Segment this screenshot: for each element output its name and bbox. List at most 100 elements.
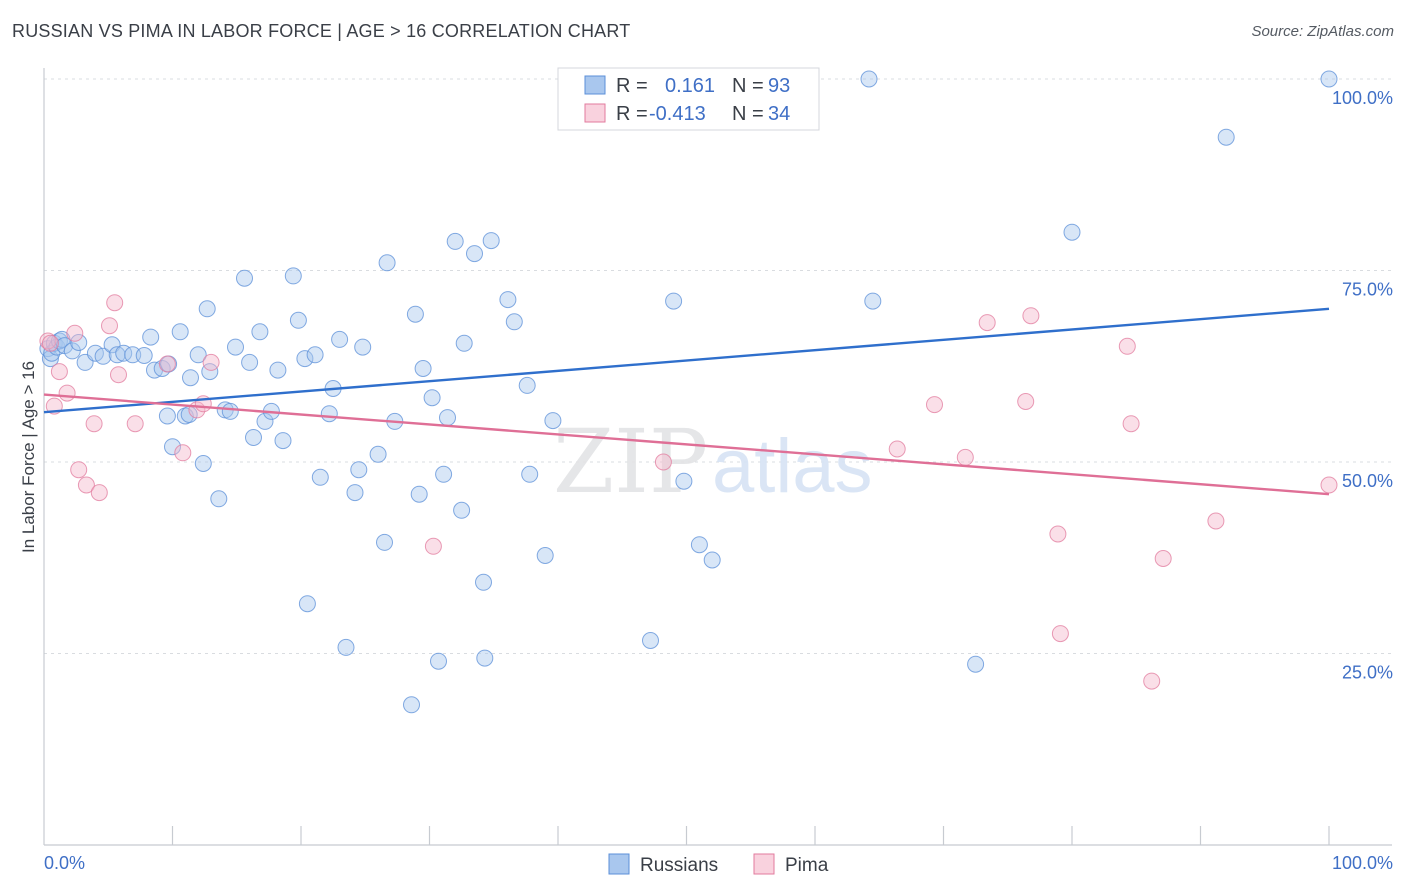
- trend-line-russians: [43, 307, 1330, 414]
- russians-data-point: [158, 407, 176, 425]
- watermark-zip: ZIP: [553, 410, 708, 513]
- pima-data-point: [978, 314, 996, 332]
- x-tick-label-min: 0.0%: [44, 853, 85, 873]
- russians-data-point: [289, 311, 307, 329]
- x-tick-label-max: 100.0%: [1332, 853, 1393, 873]
- russians-data-point: [403, 696, 420, 714]
- pima-data-point: [1320, 476, 1338, 494]
- russians-data-point: [350, 461, 368, 479]
- pima-data-point: [101, 317, 118, 335]
- russians-data-point: [194, 455, 212, 472]
- russians-data-point: [135, 347, 153, 364]
- pima-data-point: [66, 324, 84, 342]
- series-russians-points: [39, 70, 1338, 714]
- pima-data-point: [1143, 672, 1161, 690]
- legend-r-value-russians: 0.161: [665, 75, 715, 97]
- russians-data-point: [70, 334, 88, 351]
- russians-data-point: [430, 652, 447, 670]
- russians-data-point: [198, 300, 216, 318]
- y-tick-label: 75.0%: [1342, 280, 1393, 300]
- pima-data-point: [90, 484, 108, 502]
- series-pima-points: [39, 294, 1338, 690]
- pima-data-point: [174, 444, 192, 462]
- russians-data-point: [410, 485, 428, 503]
- russians-data-point: [171, 323, 189, 341]
- trend-line-pima: [43, 393, 1330, 496]
- russians-data-point: [406, 305, 424, 323]
- y-tick-labels: 100.0% 75.0% 50.0% 25.0%: [1332, 88, 1393, 683]
- pima-data-point: [158, 355, 176, 373]
- russians-data-point: [164, 438, 181, 456]
- legend-r-label-pima: R =: [616, 103, 648, 125]
- russians-data-point: [453, 501, 471, 519]
- bottom-legend-label-russians: Russians: [640, 855, 718, 876]
- russians-data-point: [337, 638, 355, 656]
- russians-data-point: [1063, 223, 1081, 241]
- russians-data-point: [311, 468, 329, 486]
- russians-data-point: [201, 363, 219, 381]
- russians-data-point: [227, 338, 244, 356]
- russians-data-point: [414, 360, 432, 377]
- pima-data-point: [1049, 525, 1067, 543]
- russians-data-point: [1217, 128, 1235, 146]
- pima-data-point: [654, 453, 672, 471]
- y-tick-label: 25.0%: [1342, 663, 1393, 683]
- watermark: ZIP atlas: [553, 410, 873, 513]
- bottom-legend-swatch-pima: [753, 853, 775, 875]
- russians-data-point: [446, 232, 464, 250]
- russians-data-point: [703, 551, 721, 569]
- russians-data-point: [269, 361, 287, 379]
- russians-data-point: [544, 412, 562, 430]
- pima-data-point: [1118, 337, 1136, 355]
- russians-data-point: [331, 330, 349, 348]
- legend-r-label-russians: R =: [616, 75, 648, 97]
- russians-data-point: [439, 409, 456, 427]
- pima-data-point: [85, 415, 103, 433]
- russians-data-point: [103, 336, 121, 354]
- russians-data-point: [298, 595, 316, 613]
- pima-data-point: [1051, 625, 1069, 643]
- russians-data-point: [354, 338, 372, 356]
- pima-data-point: [106, 294, 124, 312]
- russians-data-point: [455, 334, 473, 352]
- russians-data-point: [505, 313, 523, 331]
- series-legend: Russians Pima: [608, 853, 829, 876]
- legend-n-value-pima: 34: [768, 103, 790, 125]
- stats-legend: R = 0.161 N = 93 R = -0.413 N = 34: [557, 67, 820, 131]
- pima-data-point: [39, 332, 57, 350]
- russians-data-point: [967, 655, 985, 673]
- russians-data-point: [142, 328, 160, 346]
- source-label: Source: ZipAtlas.com: [1251, 23, 1394, 40]
- pima-data-point: [1154, 550, 1172, 567]
- russians-data-point: [499, 291, 517, 309]
- russians-data-point: [182, 369, 199, 387]
- pima-data-point: [110, 366, 127, 384]
- russians-data-point: [690, 536, 708, 554]
- russians-data-point: [864, 292, 882, 310]
- pima-data-point: [888, 440, 906, 458]
- russians-data-point: [675, 472, 693, 490]
- pima-data-point: [70, 461, 88, 479]
- legend-n-label-russians: N =: [732, 75, 764, 97]
- pima-data-point: [77, 476, 95, 494]
- russians-data-point: [665, 292, 683, 310]
- russians-data-point: [476, 649, 494, 667]
- russians-data-point: [475, 573, 492, 591]
- russians-data-point: [241, 353, 259, 371]
- bottom-legend-label-pima: Pima: [785, 855, 829, 876]
- russians-data-point: [346, 484, 364, 502]
- x-axis-ticks: [171, 826, 1330, 845]
- russians-data-point: [521, 465, 539, 483]
- russians-data-point: [435, 465, 453, 483]
- pima-data-point: [1122, 415, 1140, 433]
- russians-data-point: [256, 412, 274, 430]
- russians-data-point: [642, 632, 659, 649]
- pima-data-point: [424, 537, 442, 555]
- russians-data-point: [251, 323, 269, 341]
- russians-data-point: [63, 342, 81, 360]
- pima-data-point: [202, 353, 220, 371]
- russians-data-point: [518, 376, 536, 394]
- russians-data-point: [94, 347, 112, 365]
- russians-data-point: [378, 254, 396, 272]
